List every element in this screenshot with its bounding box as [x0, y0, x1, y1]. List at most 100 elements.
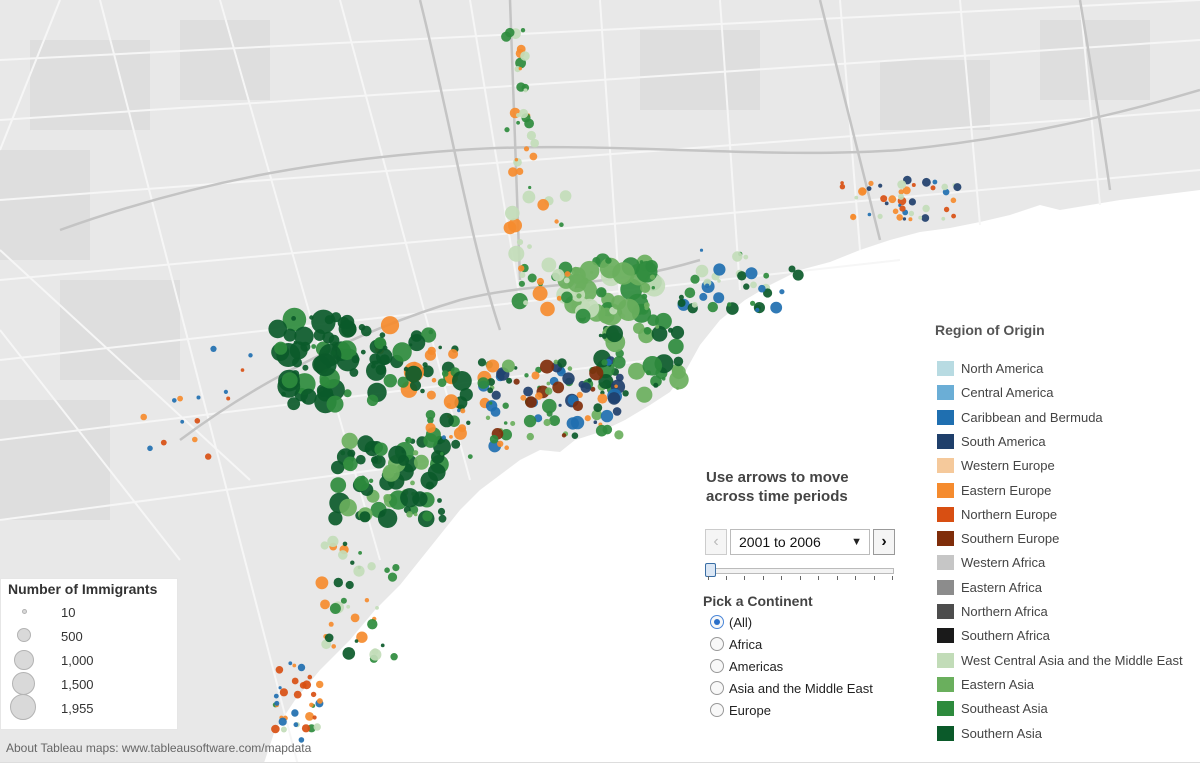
- immigrant-point[interactable]: [930, 185, 936, 191]
- immigrant-point[interactable]: [320, 599, 330, 610]
- immigrant-point[interactable]: [727, 302, 732, 307]
- immigrant-point[interactable]: [868, 180, 874, 186]
- immigrant-point[interactable]: [527, 273, 537, 283]
- immigrant-point[interactable]: [597, 393, 608, 404]
- immigrant-point[interactable]: [140, 413, 147, 421]
- immigrant-point[interactable]: [324, 633, 334, 643]
- immigrant-point[interactable]: [713, 292, 725, 304]
- immigrant-point[interactable]: [421, 365, 434, 378]
- immigrant-point[interactable]: [651, 286, 655, 290]
- immigrant-point[interactable]: [918, 215, 923, 220]
- immigrant-point[interactable]: [426, 390, 436, 400]
- immigrant-point[interactable]: [571, 266, 581, 276]
- immigrant-point[interactable]: [535, 366, 542, 374]
- immigrant-point[interactable]: [486, 359, 500, 373]
- immigrant-point[interactable]: [350, 560, 355, 565]
- immigrant-point[interactable]: [297, 663, 306, 672]
- immigrant-point[interactable]: [516, 167, 524, 175]
- immigrant-point[interactable]: [353, 475, 370, 492]
- immigrant-point[interactable]: [279, 688, 288, 697]
- period-dropdown[interactable]: 2001 to 2006 ▼: [730, 529, 870, 555]
- immigrant-point[interactable]: [425, 410, 436, 420]
- immigrant-point[interactable]: [911, 183, 916, 187]
- immigrant-point[interactable]: [305, 712, 314, 721]
- region-legend-item[interactable]: Southern Africa: [937, 625, 1192, 645]
- immigrant-point[interactable]: [556, 295, 562, 301]
- immigrant-point[interactable]: [452, 371, 472, 391]
- continent-option-label[interactable]: Europe: [729, 703, 771, 718]
- immigrant-point[interactable]: [655, 324, 660, 329]
- continent-option-europe[interactable]: Europe: [710, 701, 895, 721]
- immigrant-point[interactable]: [593, 403, 603, 413]
- immigrant-point[interactable]: [513, 378, 520, 385]
- immigrant-point[interactable]: [356, 631, 368, 643]
- immigrant-point[interactable]: [278, 717, 287, 726]
- immigrant-point[interactable]: [750, 281, 757, 289]
- immigrant-point[interactable]: [487, 378, 495, 386]
- immigrant-point[interactable]: [313, 723, 321, 731]
- immigrant-point[interactable]: [788, 265, 796, 273]
- immigrant-point[interactable]: [453, 426, 467, 440]
- immigrant-point[interactable]: [896, 214, 903, 221]
- immigrant-point[interactable]: [677, 299, 686, 307]
- immigrant-point[interactable]: [177, 395, 184, 402]
- immigrant-point[interactable]: [519, 272, 526, 278]
- immigrant-point[interactable]: [552, 381, 565, 394]
- immigrant-point[interactable]: [753, 302, 766, 314]
- immigrant-point[interactable]: [695, 264, 709, 278]
- immigrant-point[interactable]: [467, 454, 473, 459]
- immigrant-point[interactable]: [311, 309, 336, 334]
- immigrant-point[interactable]: [589, 366, 604, 381]
- continent-option-all[interactable]: (All): [710, 613, 895, 633]
- immigrant-point[interactable]: [345, 580, 354, 590]
- immigrant-point[interactable]: [535, 392, 543, 400]
- immigrant-point[interactable]: [405, 436, 412, 444]
- immigrant-point[interactable]: [326, 395, 344, 413]
- map-attribution[interactable]: About Tableau maps: www.tableausoftware.…: [6, 741, 312, 755]
- immigrant-point[interactable]: [387, 572, 398, 582]
- immigrant-point[interactable]: [605, 257, 612, 264]
- immigrant-point[interactable]: [392, 342, 412, 362]
- immigrant-point[interactable]: [636, 386, 653, 403]
- immigrant-point[interactable]: [527, 244, 532, 250]
- immigrant-point[interactable]: [612, 356, 626, 369]
- immigrant-point[interactable]: [596, 287, 607, 298]
- radio-selected-icon[interactable]: [710, 615, 724, 629]
- immigrant-point[interactable]: [587, 378, 592, 383]
- immigrant-point[interactable]: [646, 370, 651, 376]
- immigrant-point[interactable]: [580, 382, 592, 393]
- immigrant-point[interactable]: [561, 291, 573, 304]
- immigrant-point[interactable]: [571, 432, 579, 440]
- immigrant-point[interactable]: [438, 345, 443, 350]
- immigrant-point[interactable]: [866, 186, 872, 192]
- immigrant-point[interactable]: [511, 293, 528, 310]
- immigrant-point[interactable]: [342, 541, 348, 547]
- immigrant-point[interactable]: [281, 372, 298, 389]
- immigrant-point[interactable]: [353, 565, 365, 577]
- immigrant-point[interactable]: [520, 28, 526, 33]
- immigrant-point[interactable]: [441, 370, 449, 377]
- immigrant-point[interactable]: [313, 353, 337, 377]
- immigrant-point[interactable]: [413, 454, 429, 470]
- immigrant-point[interactable]: [457, 408, 461, 413]
- immigrant-point[interactable]: [210, 345, 217, 352]
- immigrant-point[interactable]: [561, 433, 567, 438]
- immigrant-point[interactable]: [292, 357, 302, 368]
- immigrant-point[interactable]: [307, 674, 313, 680]
- immigrant-point[interactable]: [294, 326, 314, 346]
- immigrant-point[interactable]: [523, 414, 537, 428]
- immigrant-point[interactable]: [425, 422, 436, 433]
- region-legend-item[interactable]: North America: [937, 358, 1192, 378]
- immigrant-point[interactable]: [514, 158, 519, 162]
- immigrant-point[interactable]: [590, 386, 596, 392]
- immigrant-point[interactable]: [717, 279, 721, 283]
- immigrant-point[interactable]: [922, 204, 930, 213]
- immigrant-point[interactable]: [413, 361, 417, 366]
- immigrant-point[interactable]: [867, 212, 872, 217]
- immigrant-point[interactable]: [699, 248, 704, 252]
- immigrant-point[interactable]: [508, 245, 525, 262]
- immigrant-point[interactable]: [942, 188, 950, 196]
- immigrant-point[interactable]: [531, 371, 540, 380]
- immigrant-point[interactable]: [649, 274, 656, 280]
